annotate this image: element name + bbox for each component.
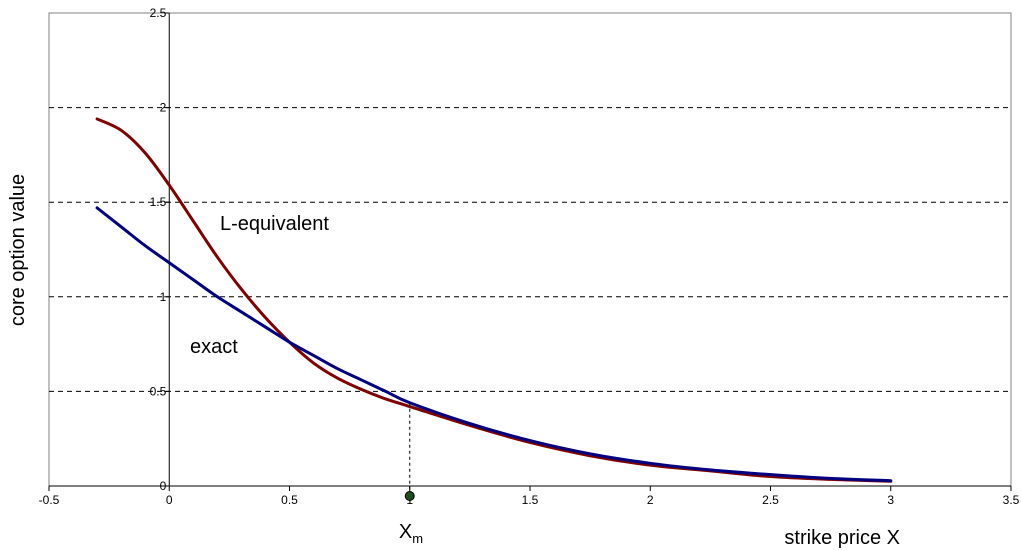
x-tick-label: 3	[887, 493, 894, 507]
axes	[48, 12, 1012, 491]
y-tick-label: 2	[160, 101, 167, 115]
y-tick-label: 0.5	[150, 384, 167, 398]
x-tick-label: 2.5	[762, 493, 779, 507]
x-axis-title: strike price X	[784, 527, 900, 549]
x-tick-label: 2	[647, 493, 654, 507]
plot-area	[48, 12, 1012, 487]
marker-label-sub: m	[412, 531, 423, 546]
marker-dot	[404, 491, 415, 501]
marker-label-main: X	[399, 521, 412, 543]
y-tick-label: 2.5	[150, 6, 167, 20]
marker	[404, 402, 415, 501]
x-tick-label: 0.5	[281, 493, 298, 507]
y-tick-label: 0	[160, 479, 167, 493]
series-label-exact: exact	[190, 336, 238, 358]
y-tick-label: 1	[160, 290, 167, 304]
x-tick-label: 3.5	[1003, 493, 1020, 507]
series-line-exact	[95, 206, 893, 483]
x-tick-label: 0	[166, 493, 173, 507]
series-lines	[95, 117, 893, 483]
marker-label: Xm	[399, 521, 423, 546]
series-label-l-equivalent: L-equivalent	[220, 213, 329, 235]
x-tick-label: 1.5	[522, 493, 539, 507]
x-tick-label: -0.5	[39, 493, 60, 507]
y-tick-label: 1.5	[150, 195, 167, 209]
y-axis-title: core option value	[7, 174, 29, 326]
tick-labels: -0.500.511.522.533.500.511.522.5	[39, 6, 1020, 507]
gridlines	[49, 107, 1011, 392]
